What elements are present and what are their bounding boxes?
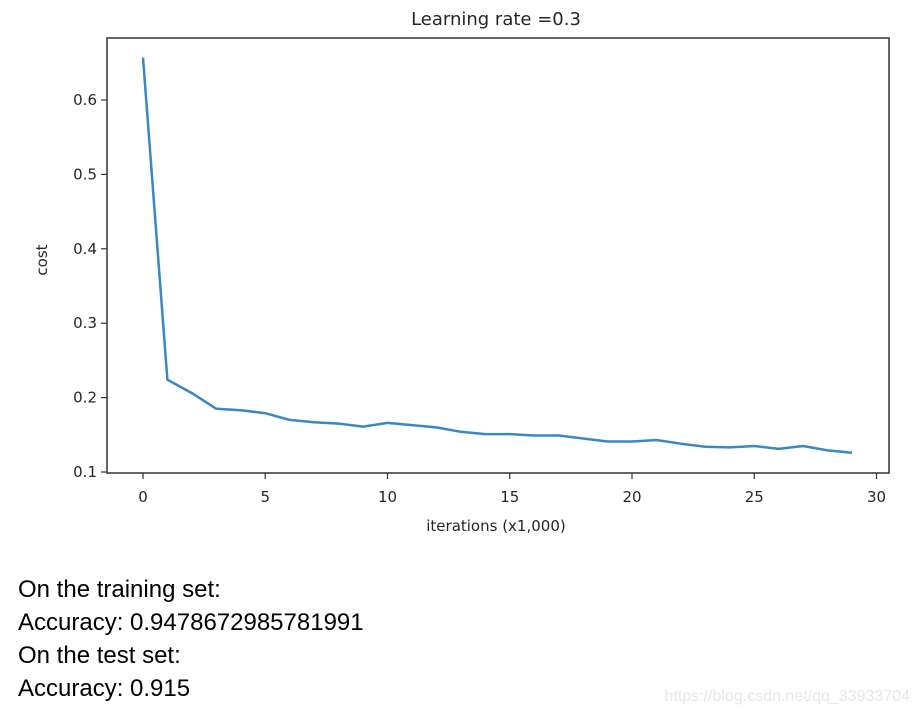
x-tick-label: 20 [622,488,641,506]
cost-chart: Learning rate =0.3 0.1 0.2 0.3 0.4 0.5 0.6 0 5… [33,9,890,535]
x-tick-label: 30 [867,488,886,506]
x-tick-label: 15 [500,488,519,506]
plot-frame [106,37,890,474]
x-tick-label: 25 [745,488,764,506]
y-tick-label: 0.5 [73,165,97,183]
training-accuracy: Accuracy: 0.9478672985781991 [18,609,364,636]
x-axis-label: iterations (x1,000) [426,517,565,535]
test-set-heading: On the test set: [18,642,181,669]
y-tick-label: 0.6 [73,91,97,109]
y-tick-label: 0.1 [73,463,97,481]
training-set-heading: On the training set: [18,576,221,603]
y-axis-label: cost [33,244,51,275]
y-axis-ticks: 0.1 0.2 0.3 0.4 0.5 0.6 [73,91,107,481]
cost-line [141,57,853,454]
console-output: On the training set: Accuracy: 0.9478672… [18,573,364,705]
x-axis-ticks: 0 5 10 15 20 25 30 [138,473,886,506]
x-tick-label: 5 [260,488,270,506]
y-tick-label: 0.3 [73,314,97,332]
watermark: https://blog.csdn.net/qq_33933704 [664,688,910,705]
y-tick-label: 0.2 [73,389,97,407]
x-tick-label: 0 [138,488,148,506]
test-accuracy: Accuracy: 0.915 [18,675,191,702]
x-tick-label: 10 [378,488,397,506]
chart-title: Learning rate =0.3 [411,9,581,30]
y-tick-label: 0.4 [73,240,97,258]
